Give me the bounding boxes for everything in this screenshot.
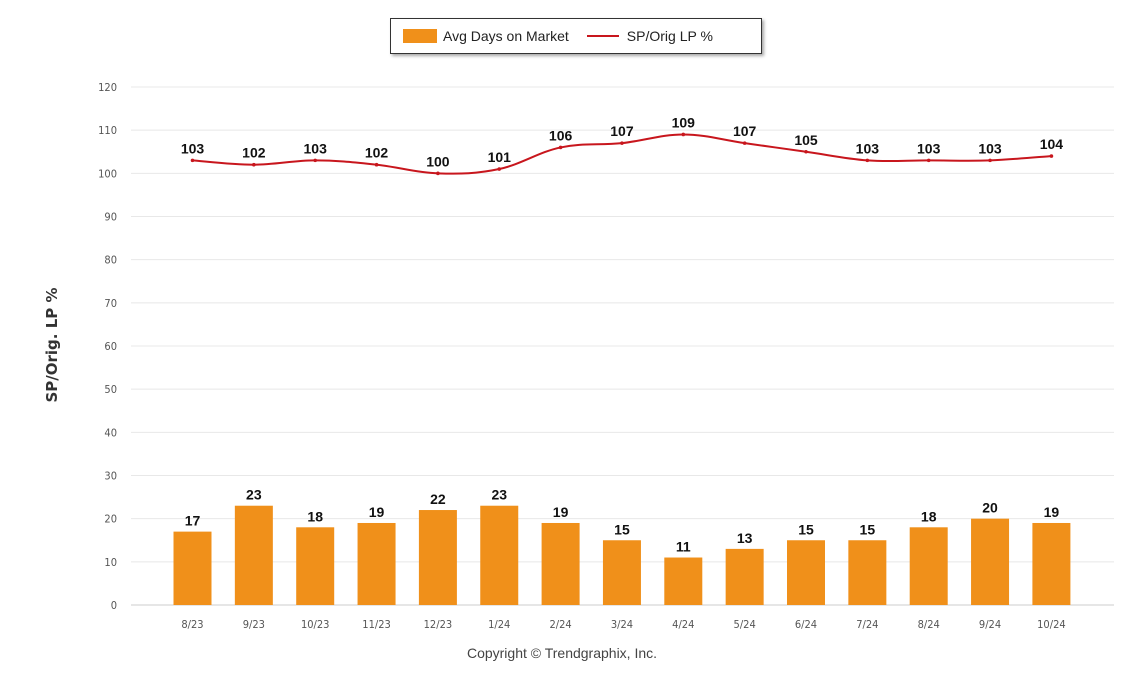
bar-value-label: 11 (676, 539, 691, 555)
y-tick-label: 80 (104, 254, 117, 267)
bar (909, 527, 948, 605)
y-tick-label: 90 (104, 211, 117, 224)
y-tick-label: 10 (104, 556, 117, 569)
bar (787, 540, 825, 605)
chart-legend: Avg Days on Market SP/Orig LP % (390, 18, 762, 54)
line-point (865, 158, 870, 163)
bar (971, 518, 1010, 605)
line-value-label: 103 (917, 140, 941, 156)
bar (725, 548, 764, 605)
bar (602, 540, 641, 605)
y-tick-label: 50 (104, 383, 117, 396)
y-tick-label: 30 (104, 470, 117, 483)
line-value-label: 100 (426, 153, 450, 169)
x-tick-label: 8/24 (918, 618, 940, 631)
x-tick-label: 12/23 (424, 618, 453, 631)
bar-value-label: 19 (1044, 504, 1060, 520)
bar-value-label: 18 (921, 508, 937, 524)
line-value-label: 107 (610, 123, 634, 139)
line-point (1049, 154, 1054, 158)
x-tick-label: 2/24 (549, 618, 571, 631)
x-tick-label: 10/24 (1037, 618, 1066, 631)
bar (480, 505, 519, 605)
legend-line-swatch (586, 35, 619, 37)
line-point (313, 158, 318, 163)
line-value-label: 107 (733, 123, 757, 139)
x-tick-label: 8/23 (181, 618, 203, 631)
y-tick-label: 120 (98, 81, 117, 94)
bar-value-label: 15 (798, 521, 814, 537)
x-tick-label: 5/24 (734, 618, 756, 631)
bar-value-label: 13 (737, 530, 753, 546)
bar (234, 505, 273, 605)
line-point (681, 132, 686, 137)
x-tick-label: 7/24 (856, 618, 878, 631)
x-tick-label: 6/24 (795, 618, 817, 631)
bar-value-label: 15 (860, 521, 876, 537)
bar-value-label: 19 (369, 504, 385, 520)
bar-value-label: 22 (430, 491, 446, 507)
y-tick-label: 100 (98, 167, 117, 180)
line-point (190, 158, 195, 163)
bar-value-label: 17 (185, 513, 201, 529)
line-value-label: 105 (794, 132, 818, 148)
bar (664, 557, 703, 605)
line-point (620, 141, 624, 145)
y-tick-label: 0 (111, 599, 117, 612)
bar (357, 522, 396, 605)
bar-value-label: 23 (491, 487, 507, 503)
bar-value-label: 18 (307, 508, 323, 524)
line-point (926, 158, 931, 163)
line-point (252, 162, 256, 167)
x-tick-label: 1/24 (488, 618, 510, 631)
legend-bar-label: Avg Days on Market (443, 28, 569, 44)
line-value-label: 103 (978, 140, 1002, 156)
line-point (497, 167, 502, 171)
line-point (558, 145, 563, 150)
bar-value-label: 15 (614, 521, 630, 537)
legend-item-days-on-market[interactable]: Avg Days on Market (391, 28, 569, 44)
x-tick-label: 9/23 (243, 618, 265, 631)
line-value-label: 101 (488, 149, 512, 165)
line-value-label: 106 (549, 127, 573, 143)
x-tick-label: 11/23 (362, 618, 391, 631)
legend-item-sp-orig-lp[interactable]: SP/Orig LP % (569, 28, 713, 44)
line-point (436, 171, 440, 176)
line-value-label: 103 (856, 140, 880, 156)
line-value-label: 109 (672, 114, 696, 130)
bar (418, 510, 457, 605)
line-point (374, 162, 379, 167)
bar (1032, 522, 1071, 605)
line-value-label: 104 (1040, 136, 1064, 152)
x-tick-label: 10/23 (301, 618, 330, 631)
line-value-label: 103 (304, 140, 328, 156)
line-value-label: 102 (242, 145, 266, 161)
y-tick-label: 40 (104, 426, 117, 439)
line-point (742, 141, 747, 145)
bar (541, 522, 580, 605)
line-point (804, 149, 808, 154)
x-tick-label: 3/24 (611, 618, 633, 631)
y-tick-label: 60 (104, 340, 117, 353)
y-tick-label: 70 (104, 297, 117, 310)
y-tick-label: 20 (104, 513, 117, 526)
bar-value-label: 20 (982, 500, 998, 516)
line-value-label: 103 (181, 140, 205, 156)
x-tick-label: 4/24 (672, 618, 694, 631)
line-point (988, 158, 992, 163)
combo-chart: 0 10 20 30 40 50 60 70 80 90 100 110 120 17 23 18 19 22 23… (98, 81, 1114, 631)
copyright-text: Copyright © Trendgraphix, Inc. (466, 645, 658, 661)
bar (296, 527, 335, 605)
bar (848, 540, 887, 605)
legend-line-label: SP/Orig LP % (626, 28, 713, 44)
legend-bar-swatch (403, 29, 437, 43)
bar-value-label: 19 (553, 504, 569, 520)
line-value-label: 102 (365, 145, 389, 161)
x-tick-label: 9/24 (979, 618, 1001, 631)
bar-value-label: 23 (246, 487, 262, 503)
y-tick-label: 110 (98, 124, 117, 137)
bar (173, 531, 212, 605)
